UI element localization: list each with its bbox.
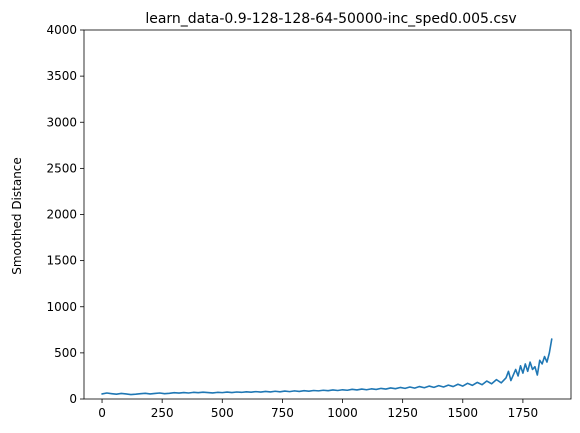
series-line-0: [101, 338, 553, 396]
x-tick-label: 1750: [508, 406, 539, 420]
y-tick-label: 1500: [46, 254, 77, 268]
plot-frame: [83, 29, 572, 400]
y-tick-label: 500: [54, 346, 77, 360]
y-tick-label: 4000: [46, 23, 77, 37]
x-tick-label: 1000: [327, 406, 358, 420]
y-axis-label: Smoothed Distance: [10, 157, 24, 275]
y-tick-label: 3500: [46, 69, 77, 83]
x-tick-label: 1250: [387, 406, 418, 420]
x-tick-label: 1500: [448, 406, 479, 420]
x-tick-label: 750: [271, 406, 294, 420]
y-tick-label: 2500: [46, 161, 77, 175]
y-tick-label: 3000: [46, 115, 77, 129]
x-tick-label: 250: [151, 406, 174, 420]
x-tick-label: 0: [98, 406, 106, 420]
y-tick-label: 2000: [46, 208, 77, 222]
plot-area: 0 250 500 750 1000 1250 1500 1750 0 500 1000 1500 20…: [46, 23, 572, 420]
x-tick-label: 500: [211, 406, 234, 420]
chart-title: learn_data-0.9-128-128-64-50000-inc_sped…: [145, 11, 516, 27]
y-tick-label: 1000: [46, 300, 77, 314]
y-tick-label: 0: [69, 392, 77, 406]
